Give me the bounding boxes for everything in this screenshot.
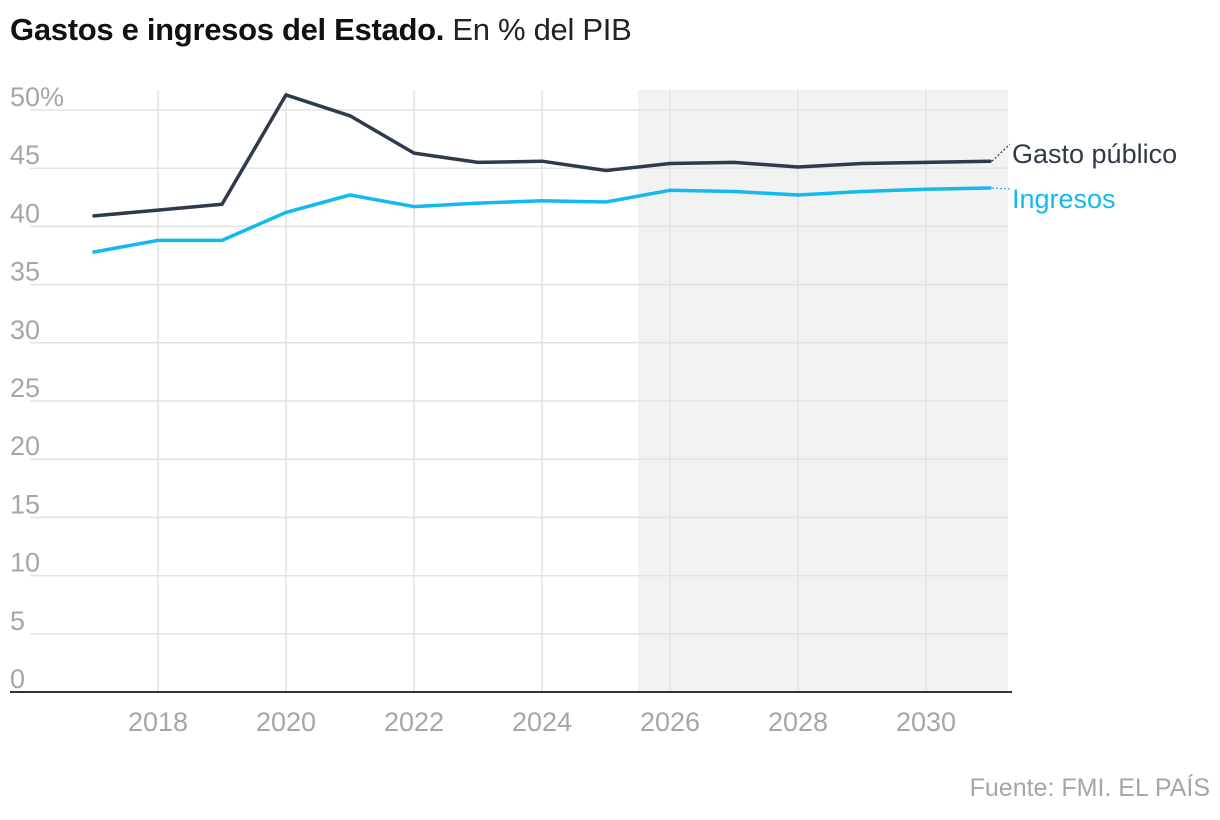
data-point-ingresos <box>988 186 992 190</box>
data-point-gasto-publico <box>92 214 96 218</box>
series-label-gasto-publico: Gasto público <box>1012 139 1177 169</box>
data-point-ingresos <box>412 205 416 209</box>
y-tick-label: 40 <box>10 198 40 228</box>
x-tick-label: 2020 <box>256 707 316 737</box>
forecast-shade <box>638 90 1008 692</box>
source-note: Fuente: FMI. EL PAÍS <box>969 774 1210 802</box>
y-tick-label: 45 <box>10 140 40 170</box>
data-point-gasto-publico <box>732 160 736 164</box>
data-point-gasto-publico <box>796 165 800 169</box>
data-point-ingresos <box>540 199 544 203</box>
data-point-gasto-publico <box>860 161 864 166</box>
y-tick-label: 20 <box>10 431 40 461</box>
data-point-ingresos <box>924 187 928 191</box>
chart-title-unit: En % del PIB <box>452 12 632 47</box>
data-point-ingresos <box>220 238 224 242</box>
data-point-ingresos <box>92 250 96 254</box>
data-point-gasto-publico <box>284 93 288 97</box>
series-lines <box>92 93 992 254</box>
data-point-gasto-publico <box>348 114 352 118</box>
y-tick-label: 5 <box>10 606 25 636</box>
data-point-gasto-publico <box>156 208 160 212</box>
x-tick-label: 2030 <box>896 707 956 737</box>
data-point-gasto-publico <box>924 160 928 164</box>
series-label-connector <box>991 143 1011 162</box>
data-point-ingresos <box>860 189 864 194</box>
chart-title-main: Gastos e ingresos del Estado. <box>10 12 445 47</box>
series-label-connector <box>991 187 1011 190</box>
y-tick-label: 30 <box>10 315 40 345</box>
series-labels: Gasto público Ingresos <box>991 139 1177 214</box>
data-point-ingresos <box>348 193 352 197</box>
data-point-gasto-publico <box>988 159 992 163</box>
chart-title: Gastos e ingresos del Estado. En % del P… <box>10 12 632 48</box>
data-point-ingresos <box>732 189 736 194</box>
x-tick-label: 2026 <box>640 707 700 737</box>
data-point-gasto-publico <box>476 160 480 164</box>
data-point-gasto-publico <box>412 151 416 155</box>
y-tick-label: 10 <box>10 548 40 578</box>
x-axis-ticks: 2018 2020 2022 2024 2026 2028 2030 <box>128 707 956 737</box>
y-tick-label: 0 <box>10 664 25 694</box>
x-tick-label: 2028 <box>768 707 828 737</box>
data-point-gasto-publico <box>604 168 608 173</box>
x-tick-label: 2018 <box>128 707 188 737</box>
data-point-gasto-publico <box>668 161 672 166</box>
y-tick-label: 35 <box>10 257 40 287</box>
y-tick-label: 25 <box>10 373 40 403</box>
data-point-gasto-publico <box>540 159 544 163</box>
data-point-ingresos <box>476 201 480 205</box>
y-tick-label: 15 <box>10 489 40 519</box>
data-point-ingresos <box>156 238 160 242</box>
series-label-ingresos: Ingresos <box>1012 184 1116 214</box>
y-axis-ticks: 0 5 10 15 20 25 30 35 40 45 50% <box>10 82 64 694</box>
data-point-ingresos <box>604 200 608 204</box>
y-tick-label: 50% <box>10 82 64 112</box>
data-point-ingresos <box>796 193 800 197</box>
data-point-ingresos <box>668 188 672 192</box>
x-tick-label: 2022 <box>384 707 444 737</box>
x-tick-label: 2024 <box>512 707 572 737</box>
data-point-gasto-publico <box>220 202 224 206</box>
data-point-ingresos <box>284 210 288 215</box>
grid <box>30 90 1008 692</box>
